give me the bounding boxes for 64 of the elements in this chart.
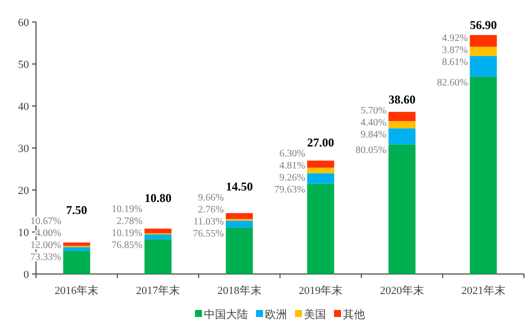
bar — [63, 247, 90, 251]
annotation: 4.40% — [360, 117, 386, 128]
bar — [307, 160, 334, 168]
x-tick-label: 2016年末 — [54, 284, 99, 297]
annotation: 2.76% — [198, 204, 224, 216]
total-label: 56.90 — [470, 18, 497, 32]
bar — [144, 234, 172, 240]
annotation: 9.26% — [279, 172, 306, 184]
annotation: 9.66% — [198, 192, 224, 204]
x-tick-label: 2019年末 — [298, 284, 343, 297]
total-label: 38.60 — [388, 92, 416, 106]
annotation: 10.19% — [112, 204, 142, 216]
bar — [63, 250, 90, 274]
annotation: 4.81% — [279, 160, 306, 172]
y-tick-label: 0 — [24, 269, 30, 281]
bar — [226, 213, 253, 219]
bar — [307, 168, 334, 174]
bar — [388, 128, 416, 144]
legend-label: 其他 — [343, 308, 365, 321]
annotation: 2.78% — [116, 216, 142, 228]
bar — [388, 112, 416, 122]
y-tick-label: 50 — [18, 59, 30, 71]
annotation: 80.05% — [356, 145, 386, 156]
annotation: 76.85% — [112, 240, 142, 252]
total-label: 10.80 — [144, 191, 172, 206]
annotation: 82.60% — [436, 78, 468, 89]
y-tick-label: 60 — [18, 17, 30, 29]
annotation: 8.61% — [442, 57, 468, 68]
total-label: 7.50 — [66, 202, 88, 217]
bar — [307, 184, 334, 274]
x-tick-label: 2017年末 — [136, 284, 180, 297]
y-tick-label: 20 — [18, 185, 30, 197]
annotation: 6.30% — [279, 148, 306, 160]
y-tick-label: 10 — [18, 227, 30, 239]
legend-label: 中国大陆 — [204, 308, 248, 321]
bar — [470, 46, 497, 56]
annotation: 5.70% — [360, 105, 386, 116]
bar — [226, 227, 253, 274]
annotation: 3.87% — [442, 45, 468, 56]
legend-label: 美国 — [304, 308, 326, 321]
bar — [470, 56, 497, 77]
total-label: 14.50 — [226, 179, 253, 194]
total-label: 27.00 — [307, 136, 334, 150]
x-tick-label: 2021年末 — [461, 284, 506, 297]
bar — [470, 35, 497, 47]
annotation: 10.19% — [112, 228, 142, 240]
bar — [388, 121, 416, 128]
annotation: 4.92% — [442, 33, 468, 44]
bar — [470, 76, 497, 274]
x-tick-label: 2020年末 — [380, 284, 424, 297]
bar — [144, 228, 172, 234]
bar — [226, 220, 253, 228]
annotation: 76.55% — [192, 228, 224, 240]
annotation: 79.63% — [274, 184, 306, 196]
bar — [144, 239, 172, 274]
y-tick-label: 30 — [18, 143, 30, 155]
bar — [63, 242, 90, 246]
y-tick-label: 40 — [18, 101, 30, 113]
x-tick-label: 2018年末 — [217, 284, 262, 297]
bar — [388, 144, 416, 274]
annotation: 11.03% — [193, 216, 224, 228]
legend-label: 欧洲 — [265, 308, 287, 321]
annotation: 9.84% — [360, 129, 386, 140]
bar — [307, 173, 334, 184]
